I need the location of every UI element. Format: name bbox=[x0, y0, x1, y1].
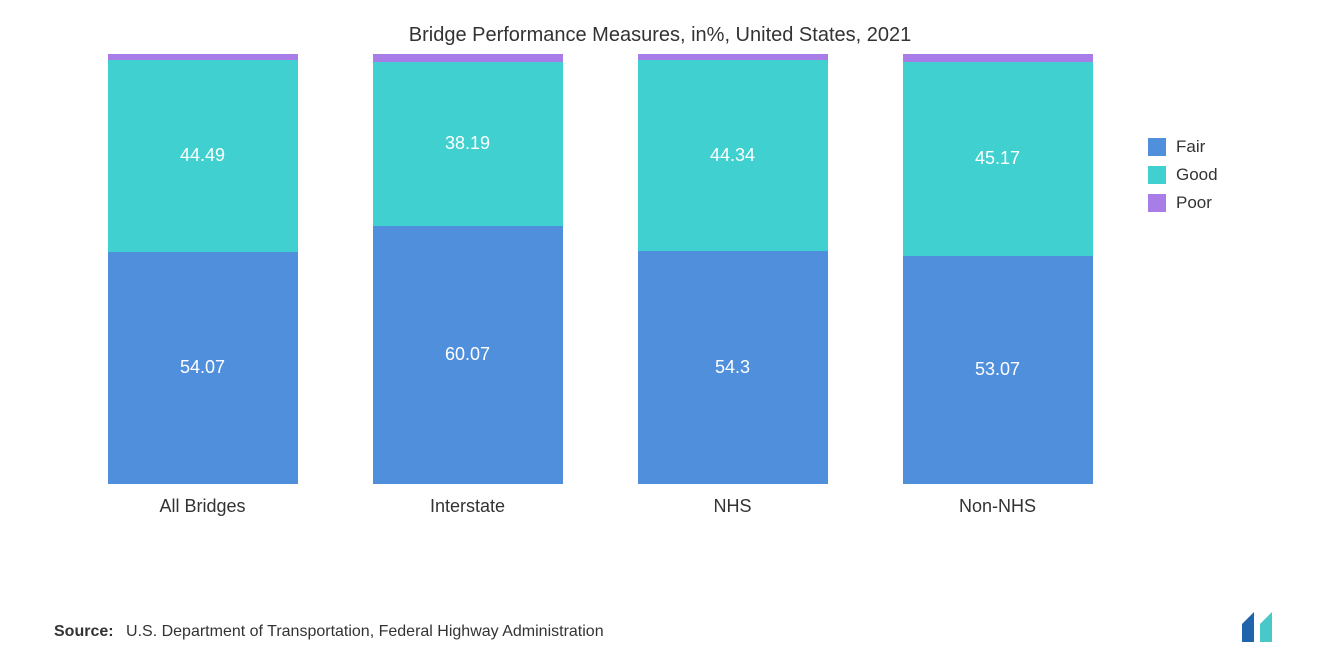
bar-segment-fair: 54.07 bbox=[108, 252, 298, 485]
bar-column: 54.0744.49 All Bridges bbox=[93, 54, 313, 517]
brand-logo bbox=[1240, 610, 1292, 649]
bar-segment-fair: 60.07 bbox=[373, 226, 563, 484]
chart-title: Bridge Performance Measures, in%, United… bbox=[0, 0, 1320, 47]
bar-segment-fair: 53.07 bbox=[903, 256, 1093, 484]
legend-item-good: Good bbox=[1148, 165, 1218, 185]
legend-label: Fair bbox=[1176, 137, 1205, 157]
chart-container: Bridge Performance Measures, in%, United… bbox=[0, 0, 1320, 665]
legend-label: Poor bbox=[1176, 193, 1212, 213]
bar-segment-fair: 54.3 bbox=[638, 251, 828, 484]
bar-stack: 54.0744.49 bbox=[108, 54, 298, 484]
source-label: Source: bbox=[54, 623, 114, 640]
legend-swatch-icon bbox=[1148, 194, 1166, 212]
bar-column: 53.0745.17 Non-NHS bbox=[888, 54, 1108, 517]
legend-swatch-icon bbox=[1148, 166, 1166, 184]
legend-label: Good bbox=[1176, 165, 1218, 185]
source-text: U.S. Department of Transportation, Feder… bbox=[126, 623, 604, 640]
bar-segment-good: 38.19 bbox=[373, 62, 563, 226]
legend: Fair Good Poor bbox=[1148, 137, 1218, 221]
legend-swatch-icon bbox=[1148, 138, 1166, 156]
category-label: NHS bbox=[713, 496, 751, 517]
bar-column: 54.344.34 NHS bbox=[623, 54, 843, 517]
bar-stack: 54.344.34 bbox=[638, 54, 828, 484]
legend-item-poor: Poor bbox=[1148, 193, 1218, 213]
bar-segment-poor bbox=[903, 54, 1093, 62]
category-label: Interstate bbox=[430, 496, 505, 517]
bar-segment-good: 45.17 bbox=[903, 62, 1093, 256]
legend-item-fair: Fair bbox=[1148, 137, 1218, 157]
bar-stack: 60.0738.19 bbox=[373, 54, 563, 484]
plot-row: 54.0744.49 All Bridges 60.0738.19 Interstat… bbox=[0, 47, 1320, 517]
bar-segment-poor bbox=[373, 54, 563, 61]
bar-segment-good: 44.49 bbox=[108, 60, 298, 251]
bars-wrap: 54.0744.49All Bridges60.0738.19Interstat… bbox=[70, 87, 1130, 517]
bar-stack: 53.0745.17 bbox=[903, 54, 1093, 484]
source-line: Source: U.S. Department of Transportatio… bbox=[54, 623, 604, 641]
bar-segment-good: 44.34 bbox=[638, 60, 828, 251]
plot-area: 54.0744.49All Bridges60.0738.19Interstat… bbox=[70, 87, 1130, 517]
bar-column: 60.0738.19 Interstate bbox=[358, 54, 578, 517]
category-label: Non-NHS bbox=[959, 496, 1036, 517]
category-label: All Bridges bbox=[159, 496, 245, 517]
